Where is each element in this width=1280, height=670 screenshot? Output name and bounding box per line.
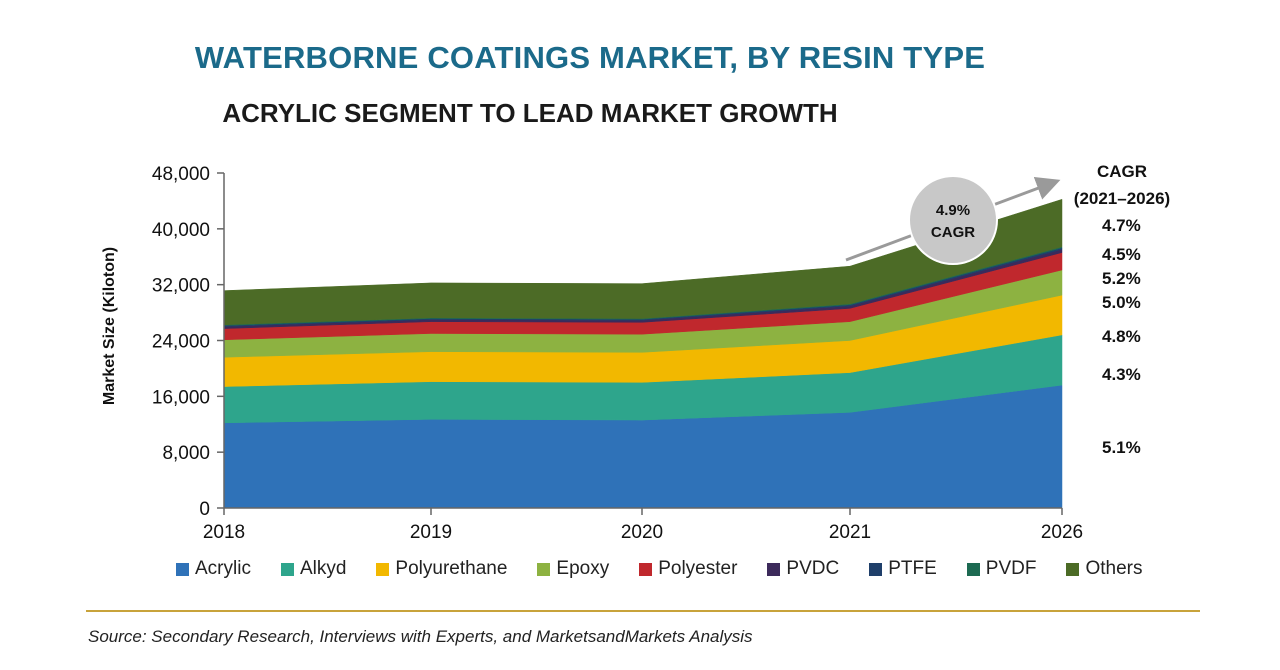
legend-swatch (767, 562, 781, 576)
cagr-label-acrylic: 5.1% (1102, 438, 1141, 457)
legend-label: Acrylic (195, 558, 251, 579)
legend-label: Polyester (658, 558, 738, 579)
y-tick-label: 48,000 (152, 164, 210, 185)
legend-item-epoxy: Epoxy (537, 558, 609, 580)
x-tick-label: 2019 (410, 522, 452, 543)
y-tick-label: 32,000 (152, 276, 210, 297)
y-tick-label: 8,000 (162, 443, 210, 464)
y-tick-label: 0 (199, 499, 210, 520)
legend-label: PVDC (786, 558, 840, 579)
y-tick-label: 24,000 (152, 332, 210, 353)
area-others (223, 198, 1063, 326)
y-tick-label: 16,000 (152, 387, 210, 408)
legend-item-polyurethane: Polyurethane (376, 558, 507, 580)
legend-swatch (280, 562, 294, 576)
legend-item-alkyd: Alkyd (280, 558, 347, 580)
cagr-label-polyester: 5.2% (1102, 269, 1141, 288)
legend-item-ptfe: PTFE (869, 558, 937, 580)
legend-label: Alkyd (299, 558, 347, 579)
x-tick-label: 2018 (203, 522, 245, 543)
cagr-label-alkyd: 4.3% (1102, 365, 1141, 384)
x-tick-label: 2026 (1041, 522, 1083, 543)
chart-title: WATERBORNE COATINGS MARKET, BY RESIN TYP… (194, 40, 986, 75)
legend-label: PTFE (888, 558, 937, 579)
x-tick-label: 2020 (621, 522, 663, 543)
legend-swatch (869, 562, 883, 576)
legend-label: Epoxy (556, 558, 610, 579)
cagr-bubble (908, 175, 998, 265)
chart-subtitle: ACRYLIC SEGMENT TO LEAD MARKET GROWTH (222, 98, 838, 128)
legend-item-pvdf: PVDF (966, 558, 1037, 580)
x-tick-label: 2021 (829, 522, 871, 543)
y-axis-label: Market Size (Kiloton) (101, 247, 118, 405)
legend-item-acrylic: Acrylic (176, 558, 251, 580)
source-note: Source: Secondary Research, Interviews w… (88, 627, 753, 646)
legend-label: Others (1085, 558, 1143, 579)
legend-item-others: Others (1066, 558, 1142, 580)
cagr-label-others: 4.7% (1102, 216, 1141, 235)
y-tick-label: 40,000 (152, 220, 210, 241)
legend-item-pvdc: PVDC (767, 558, 839, 580)
legend-swatch (376, 562, 390, 576)
cagr-bubble-label: CAGR (931, 224, 975, 241)
chart-legend: Acrylic Alkyd Polyurethane Epoxy Polyester PV… (176, 556, 1176, 582)
legend-swatch (639, 562, 653, 576)
legend-item-polyester: Polyester (639, 558, 737, 580)
legend-swatch (176, 562, 189, 576)
legend-swatch (966, 562, 980, 576)
cagr-period: (2021–2026) (1074, 189, 1170, 208)
footer-divider (86, 610, 1200, 612)
legend-swatch (1066, 562, 1080, 576)
legend-label: Polyurethane (395, 558, 508, 579)
stacked-area-chart: 0 8,000 16,000 24,000 32,000 40,000 48,000 2018… (101, 162, 1170, 543)
cagr-label-polyurethane: 4.8% (1102, 327, 1141, 346)
cagr-label-pvdf: 4.5% (1102, 245, 1141, 264)
legend-label: PVDF (985, 558, 1037, 579)
legend-swatch (537, 562, 551, 576)
cagr-bubble-value: 4.9% (936, 202, 970, 219)
cagr-label-epoxy: 5.0% (1102, 293, 1141, 312)
cagr-header: CAGR (1097, 162, 1147, 181)
